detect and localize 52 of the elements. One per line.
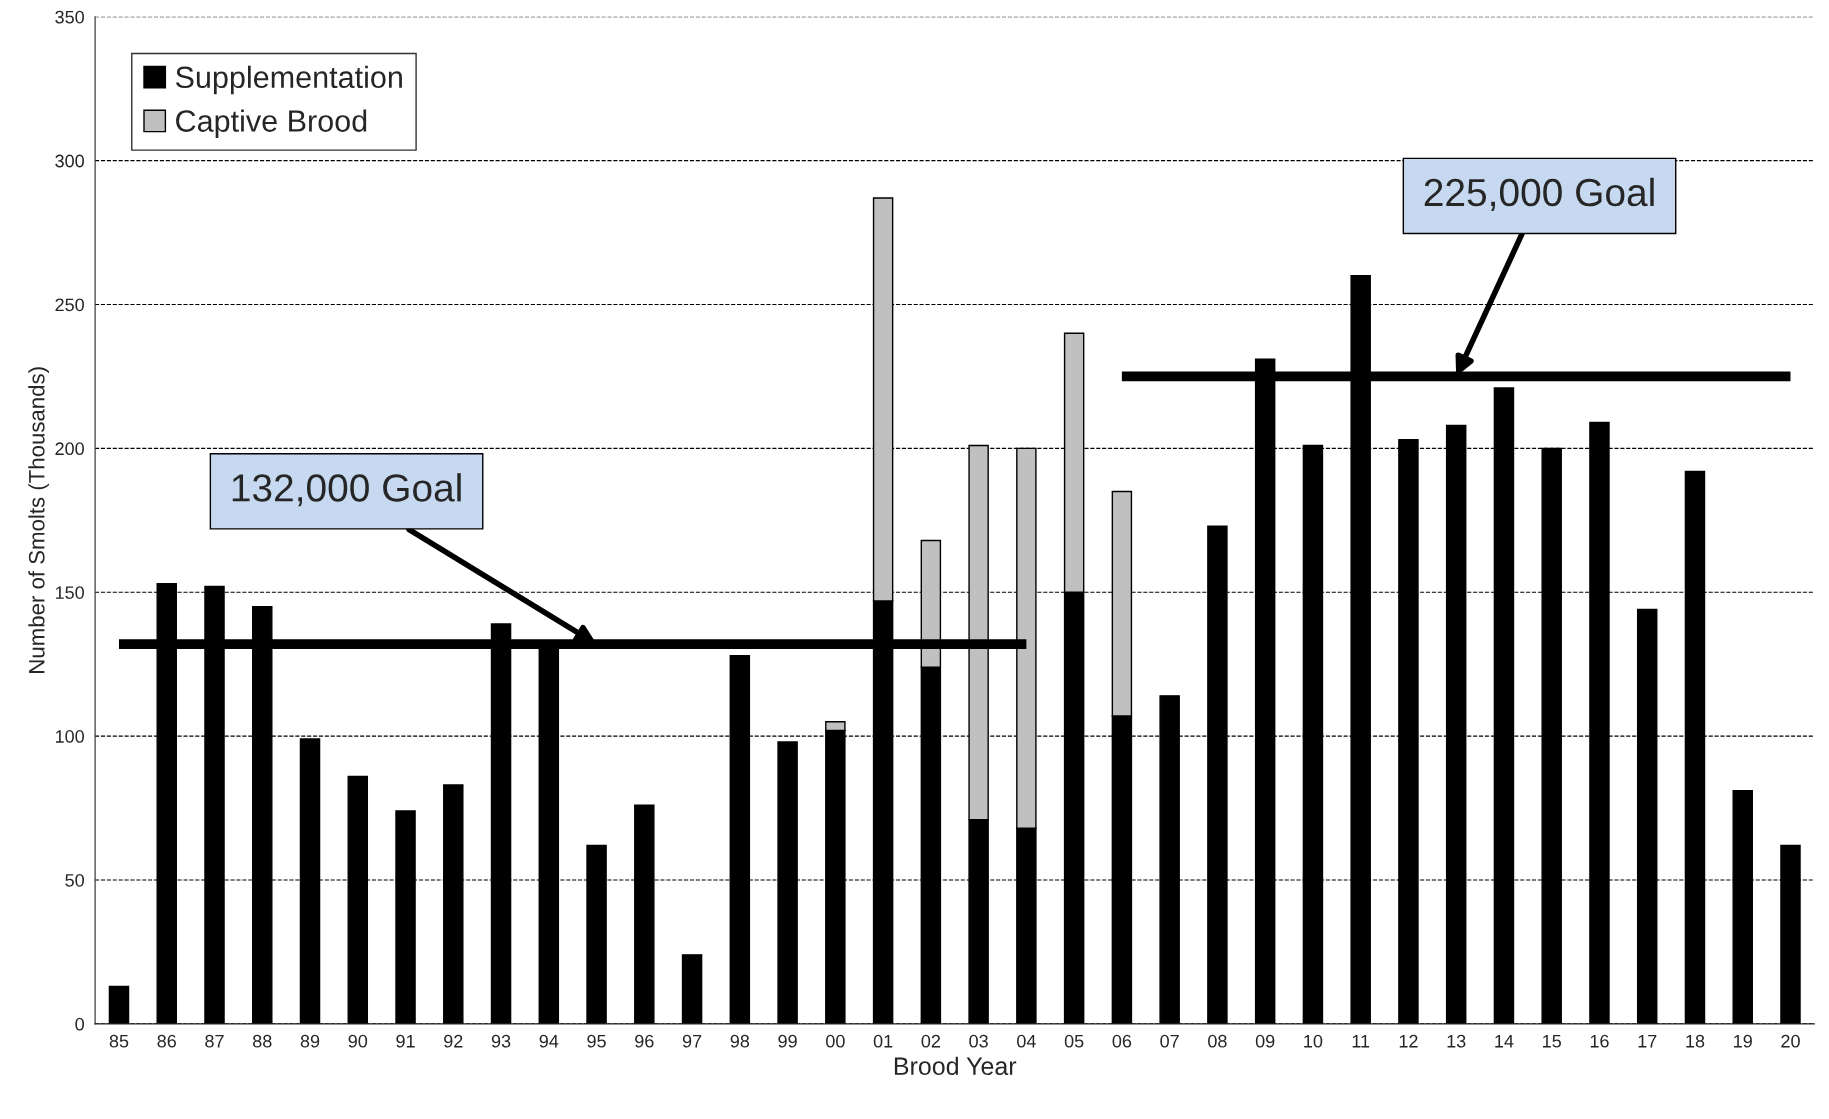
x-tick-label: 07 [1160,1034,1179,1048]
y-tick-label: 200 [55,442,84,456]
x-tick-label: 20 [1781,1034,1800,1048]
x-tick-label: 87 [205,1034,224,1048]
legend-label: Captive Brood [176,109,367,138]
x-tick-label: 04 [1017,1034,1036,1048]
x-tick-label: 12 [1399,1034,1418,1048]
x-tick-label: 90 [348,1034,368,1048]
bar [108,985,130,1024]
x-tick-label: 86 [157,1034,176,1048]
x-tick-label: 01 [873,1034,893,1048]
x-tick-label: 16 [1590,1034,1609,1048]
x-tick-label: 09 [1255,1034,1275,1048]
x-tick-label: 99 [778,1034,797,1048]
y-tick-label: 50 [65,873,84,887]
x-tick-label: 19 [1734,1034,1752,1048]
x-tick-label: 18 [1686,1034,1705,1048]
x-tick-label: 89 [300,1034,320,1048]
y-tick-label: 300 [55,154,84,168]
annotation: 132,000 Goal [232,473,461,507]
y-tick-label: 0 [75,1017,84,1031]
x-tick-label: 14 [1495,1034,1514,1048]
x-tick-label: 13 [1447,1034,1466,1048]
x-tick-label: 05 [1064,1034,1084,1048]
y-tick-label: 250 [55,298,84,312]
legend-label: Supplementation [175,65,402,95]
x-tick-label: 11 [1352,1034,1370,1048]
y-axis-title: Number of Smolts (Thousands) [28,367,49,673]
x-tick-label: 91 [396,1034,415,1048]
x-tick-label: 17 [1638,1034,1657,1048]
y-tick-label: 100 [55,730,84,743]
x-tick-label: 10 [1304,1034,1323,1048]
x-tick-label: 85 [109,1034,129,1048]
x-tick-label: 98 [730,1034,750,1048]
x-tick-label: 93 [491,1034,511,1048]
x-tick-label: 94 [539,1034,559,1048]
x-tick-label: 03 [969,1034,988,1048]
x-tick-label: 88 [253,1034,272,1048]
x-tick-label: 92 [444,1034,463,1048]
x-tick-label: 06 [1112,1034,1132,1048]
y-tick-label: 150 [55,586,84,599]
annotation: 225,000 Goal [1424,177,1654,211]
x-tick-label: 96 [635,1034,654,1048]
x-tick-label: 02 [921,1034,940,1048]
x-tick-label: 08 [1208,1034,1227,1048]
bar [681,954,703,1024]
x-tick-label: 00 [826,1034,845,1048]
x-tick-label: 15 [1543,1034,1561,1048]
x-tick-label: 97 [682,1034,702,1048]
y-tick-label: 350 [55,10,84,24]
x-tick-label: 95 [587,1034,606,1048]
x-axis-title: Brood Year [894,1056,1017,1076]
